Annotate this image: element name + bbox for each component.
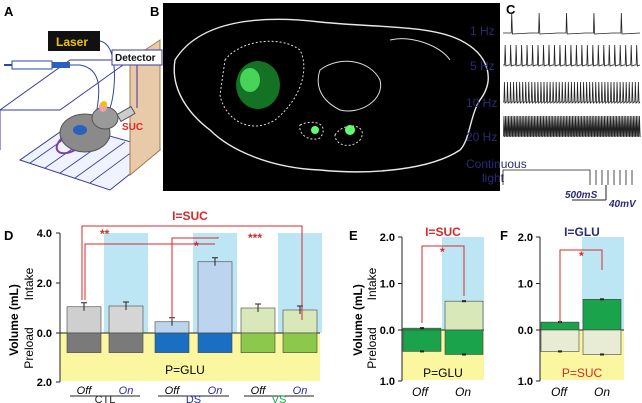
d-bar-intake [66,306,102,334]
d-ylabel: Volume (mL) [7,284,21,356]
tick-label: 0.0 [518,325,533,337]
bar-preload [402,329,442,352]
d-bar-preload [108,332,144,353]
d-bar-preload [240,332,276,353]
d-bar-intake [197,261,233,334]
bar-preload [444,329,484,355]
d-bar-preload [66,332,102,353]
laser-label: Laser [56,35,88,49]
d-off-label: Off [77,385,93,397]
bar-intake [540,321,580,331]
d-bar-preload [154,332,190,353]
d-on-label: On [208,385,223,397]
f-sig: * [579,249,584,263]
tick-label: 1.0 [518,376,533,388]
d-on-label: On [293,385,308,397]
d-tick-label: 4.0 [37,228,52,240]
f-on: On [594,385,610,399]
bar-preload [540,329,580,352]
panel-e-chart: Volume (mL) Intake Preload 2.01.00.01.0 … [351,225,484,399]
f-off: Off [551,385,569,399]
f-iglu-label: I=GLU [564,225,600,239]
tick-label: 1.0 [518,279,533,291]
detector-label: Detector [115,53,156,64]
d-group-label: VS [272,394,287,403]
d-sig-ds: * [194,239,199,253]
e-preload-label: Preload [365,327,379,368]
panel-label-f: F [500,228,508,243]
panel-label-e: E [349,228,358,243]
d-intake-label: Intake [22,267,36,300]
trace-label-1hz: 1 Hz [470,24,495,38]
trace-label-light: light [482,171,505,185]
d-bar-intake [240,307,276,334]
d-isuc-label: I=SUC [172,209,208,223]
scale-volt: 40mV [608,199,637,210]
f-psuc-label: P=SUC [562,366,603,380]
panel-label-b: B [150,4,159,19]
d-sig-ds-vs: *** [248,231,262,245]
d-tick-label: 2.0 [37,377,52,389]
scale-time: 500mS [565,190,598,201]
panel-a-illustration: Laser Detector SUC [0,31,163,191]
d-bar-preload [282,332,318,353]
panel-label-c: C [506,2,516,17]
e-sig: * [440,245,445,259]
d-off-label: Off [165,385,181,397]
tick-label: 0.0 [380,325,395,337]
d-bar-intake [108,305,144,334]
d-pglu-label: P=GLU [165,363,205,377]
d-group-label: CTL [95,394,116,403]
e-pglu-label: P=GLU [423,366,463,380]
d-sig-ctl-ds: ** [100,227,110,241]
tick-label: 2.0 [518,232,533,244]
trace-label-continuous: Continuous [466,157,527,171]
panel-b-brain-section [163,3,500,191]
bar-preload [582,329,622,355]
panel-c-traces: 1 Hz 5 Hz 10 Hz 20 Hz Continuous light 5… [466,12,641,210]
tick-label: 2.0 [380,232,395,244]
panel-d-chart: Volume (mL) Intake Preload 4.02.00.02.0 … [7,209,322,403]
d-bar-preload [197,332,233,353]
suc-label: SUC [122,122,143,133]
bar-intake [444,300,484,331]
trace-label-20hz: 20 Hz [466,130,497,144]
panel-f-chart: 2.0 1.0 0.0 1.0 I=GLU * P=SUC Off On [518,225,624,399]
d-off-label: Off [251,385,267,397]
d-on-label: On [119,385,134,397]
tick-label: 1.0 [380,376,395,388]
d-group-label: DS [186,394,201,403]
e-off: Off [412,385,430,399]
panel-label-a: A [4,4,14,19]
e-ylabel: Volume (mL) [351,284,365,356]
d-tick-label: 2.0 [37,278,52,290]
e-intake-label: Intake [365,267,379,300]
tick-label: 1.0 [380,279,395,291]
bar-intake [582,299,622,331]
e-isuc-label: I=SUC [425,225,461,239]
d-preload-label: Preload [22,327,36,368]
trace-label-5hz: 5 Hz [470,59,495,73]
panel-label-d: D [4,228,13,243]
d-tick-label: 0.0 [37,328,52,340]
trace-label-10hz: 10 Hz [466,96,497,110]
e-on: On [455,385,471,399]
